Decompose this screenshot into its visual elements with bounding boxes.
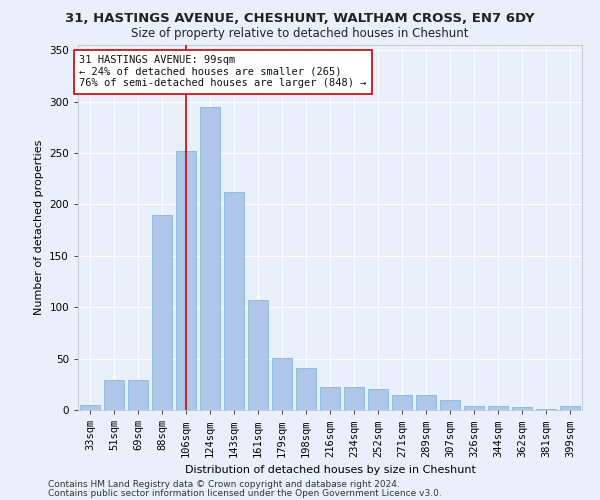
Bar xyxy=(224,192,244,410)
Text: 31, HASTINGS AVENUE, CHESHUNT, WALTHAM CROSS, EN7 6DY: 31, HASTINGS AVENUE, CHESHUNT, WALTHAM C… xyxy=(65,12,535,26)
X-axis label: Distribution of detached houses by size in Cheshunt: Distribution of detached houses by size … xyxy=(185,465,475,475)
Bar xyxy=(488,406,508,410)
Bar xyxy=(536,409,556,410)
Bar xyxy=(464,406,484,410)
Text: Size of property relative to detached houses in Cheshunt: Size of property relative to detached ho… xyxy=(131,28,469,40)
Bar xyxy=(272,358,292,410)
Bar xyxy=(392,394,412,410)
Bar xyxy=(320,388,340,410)
Bar xyxy=(368,390,388,410)
Bar xyxy=(104,380,124,410)
Bar xyxy=(200,106,220,410)
Bar xyxy=(512,407,532,410)
Bar xyxy=(344,388,364,410)
Bar xyxy=(152,214,172,410)
Bar xyxy=(416,394,436,410)
Text: 31 HASTINGS AVENUE: 99sqm
← 24% of detached houses are smaller (265)
76% of semi: 31 HASTINGS AVENUE: 99sqm ← 24% of detac… xyxy=(79,56,367,88)
Bar xyxy=(440,400,460,410)
Y-axis label: Number of detached properties: Number of detached properties xyxy=(34,140,44,315)
Text: Contains HM Land Registry data © Crown copyright and database right 2024.: Contains HM Land Registry data © Crown c… xyxy=(48,480,400,489)
Bar xyxy=(296,368,316,410)
Bar xyxy=(128,380,148,410)
Bar xyxy=(248,300,268,410)
Bar xyxy=(176,151,196,410)
Bar xyxy=(80,405,100,410)
Text: Contains public sector information licensed under the Open Government Licence v3: Contains public sector information licen… xyxy=(48,489,442,498)
Bar xyxy=(560,406,580,410)
